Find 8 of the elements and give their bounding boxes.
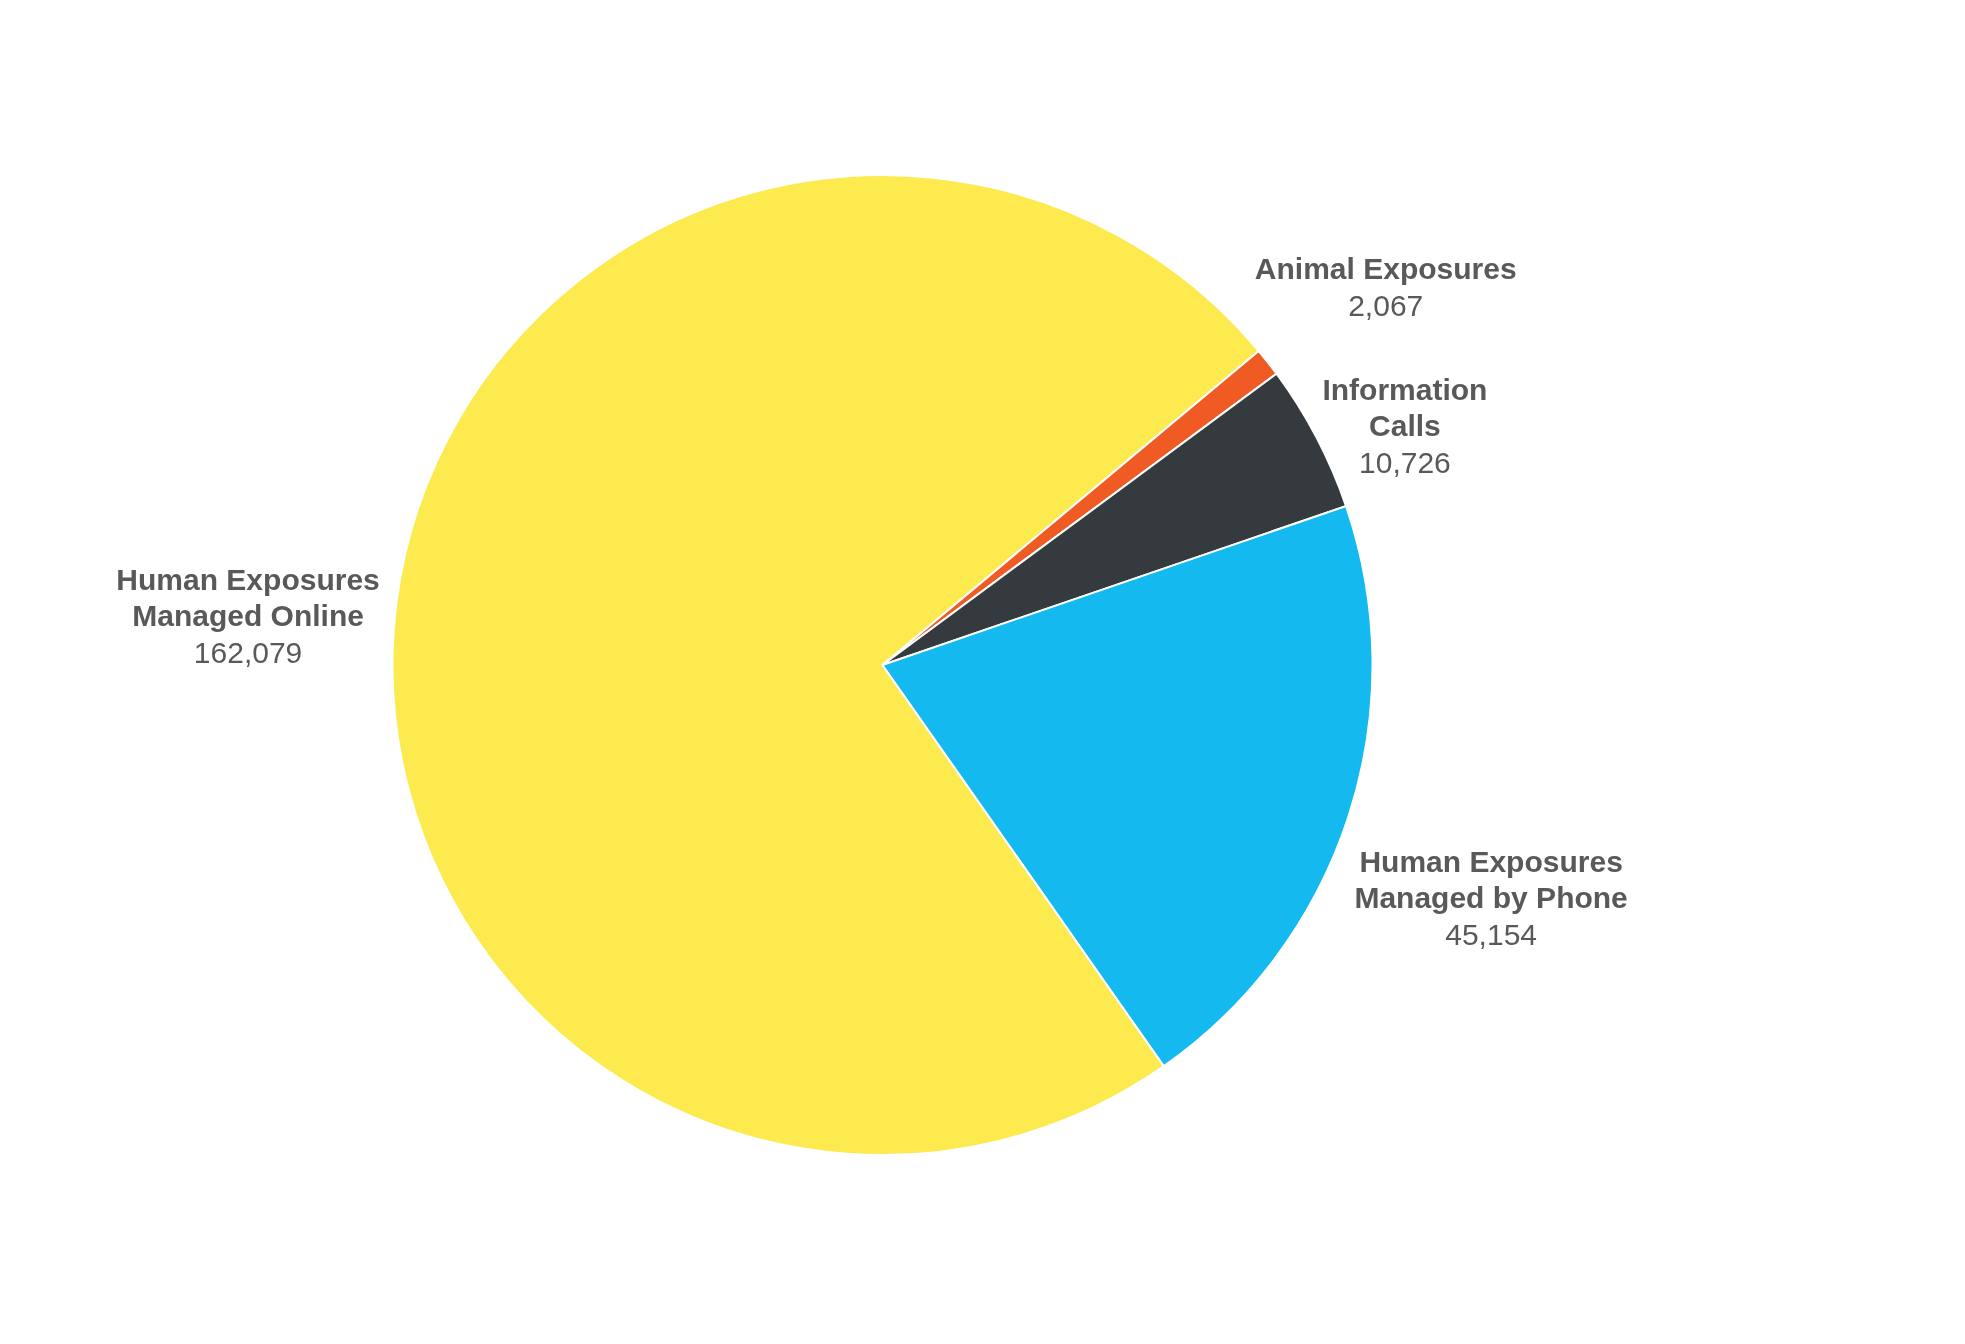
slice-label: Human Exposures Managed by Phone	[1354, 844, 1628, 914]
slice-label: Animal Exposures	[1254, 251, 1517, 285]
data-label: 2,067	[1348, 288, 1424, 322]
data-label: 162,079	[193, 635, 303, 669]
slice-label: Information Calls	[1322, 372, 1488, 442]
data-label: 45,154	[1445, 917, 1537, 951]
slice-label: Human Exposures Managed Online	[116, 562, 380, 632]
data-label: 10,726	[1359, 445, 1451, 479]
